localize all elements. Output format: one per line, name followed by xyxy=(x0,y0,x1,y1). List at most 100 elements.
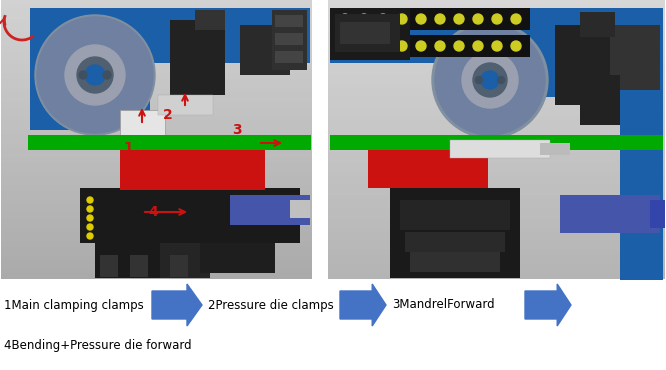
Circle shape xyxy=(416,14,426,24)
Bar xyxy=(1,107,312,112)
Bar xyxy=(1,181,312,186)
Bar xyxy=(368,150,488,188)
Bar xyxy=(328,88,665,94)
Bar xyxy=(1,171,312,177)
Circle shape xyxy=(511,14,521,24)
Bar xyxy=(275,51,303,63)
Bar xyxy=(328,130,665,135)
Circle shape xyxy=(340,41,350,51)
Bar xyxy=(1,195,312,200)
Bar xyxy=(1,79,312,84)
Bar xyxy=(1,74,312,80)
Bar xyxy=(120,110,165,200)
Bar xyxy=(405,232,505,252)
Bar xyxy=(95,243,160,278)
Circle shape xyxy=(87,233,93,239)
Bar xyxy=(1,273,312,279)
Bar xyxy=(328,116,665,121)
Bar xyxy=(328,246,665,251)
Bar xyxy=(1,125,312,131)
Bar xyxy=(450,140,550,158)
Text: 1: 1 xyxy=(123,141,133,155)
Bar xyxy=(328,121,665,126)
Bar xyxy=(328,125,665,131)
Bar xyxy=(610,25,660,90)
Bar xyxy=(1,148,312,154)
Bar xyxy=(1,199,312,205)
Bar xyxy=(555,25,615,105)
Circle shape xyxy=(359,41,369,51)
Bar xyxy=(328,195,665,200)
Bar xyxy=(328,5,665,10)
Circle shape xyxy=(473,41,483,51)
Bar xyxy=(1,0,312,6)
Circle shape xyxy=(85,65,105,85)
Bar xyxy=(1,222,312,228)
Bar xyxy=(328,79,665,84)
Bar xyxy=(272,10,307,70)
Bar xyxy=(28,135,311,150)
Bar xyxy=(328,264,665,270)
Bar xyxy=(580,75,620,125)
Bar xyxy=(328,74,665,80)
Bar xyxy=(328,42,665,47)
Bar xyxy=(328,51,665,57)
Circle shape xyxy=(492,41,502,51)
Bar xyxy=(1,14,312,20)
Bar xyxy=(1,116,312,121)
Bar xyxy=(328,222,665,228)
Bar xyxy=(328,0,665,6)
Bar xyxy=(330,35,530,57)
Circle shape xyxy=(454,14,464,24)
Bar xyxy=(30,8,310,63)
Circle shape xyxy=(454,41,464,51)
Text: 3MandrelForward: 3MandrelForward xyxy=(392,299,495,312)
Bar xyxy=(328,33,665,38)
Bar xyxy=(540,143,570,155)
Bar xyxy=(1,246,312,251)
Bar xyxy=(328,181,665,186)
Bar xyxy=(1,190,312,196)
Bar xyxy=(328,232,665,237)
Polygon shape xyxy=(152,284,202,326)
Bar xyxy=(1,23,312,29)
Bar xyxy=(1,167,312,172)
Bar xyxy=(1,241,312,246)
Bar xyxy=(328,148,665,154)
Bar xyxy=(328,158,665,163)
Bar xyxy=(314,0,328,278)
Bar xyxy=(328,204,665,209)
Bar xyxy=(330,8,410,60)
Bar xyxy=(328,9,665,15)
Bar xyxy=(328,218,665,223)
Circle shape xyxy=(435,41,445,51)
Bar xyxy=(1,250,312,256)
Bar xyxy=(328,23,665,29)
Circle shape xyxy=(397,14,407,24)
Bar xyxy=(1,56,312,61)
Bar xyxy=(1,236,312,242)
Bar xyxy=(328,56,665,61)
Text: 4: 4 xyxy=(148,205,158,219)
Bar xyxy=(1,269,312,275)
Bar xyxy=(328,111,665,117)
Bar xyxy=(328,213,665,219)
Bar xyxy=(1,158,312,163)
Bar xyxy=(330,135,663,150)
Bar xyxy=(200,243,275,273)
Bar xyxy=(275,15,303,27)
Bar xyxy=(328,139,665,145)
Bar xyxy=(1,162,312,168)
Bar xyxy=(30,55,150,130)
Bar xyxy=(1,83,312,89)
Bar xyxy=(620,60,663,280)
Bar xyxy=(230,195,310,225)
Bar xyxy=(1,37,312,43)
Bar xyxy=(1,28,312,33)
Bar xyxy=(1,259,312,265)
Bar xyxy=(100,255,118,277)
Bar xyxy=(1,111,312,117)
Bar xyxy=(340,22,390,44)
Text: 4Bending+Pressure die forward: 4Bending+Pressure die forward xyxy=(4,339,192,352)
Bar xyxy=(1,213,312,219)
